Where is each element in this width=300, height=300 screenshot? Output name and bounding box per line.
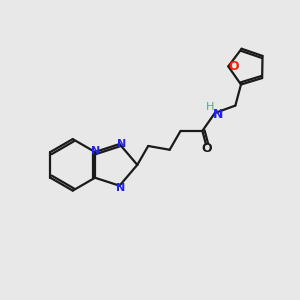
- Text: N: N: [213, 107, 223, 121]
- Text: N: N: [92, 146, 100, 156]
- Text: N: N: [117, 139, 126, 149]
- Text: N: N: [116, 183, 125, 193]
- Text: O: O: [202, 142, 212, 155]
- Text: O: O: [228, 60, 238, 73]
- Text: H: H: [206, 102, 214, 112]
